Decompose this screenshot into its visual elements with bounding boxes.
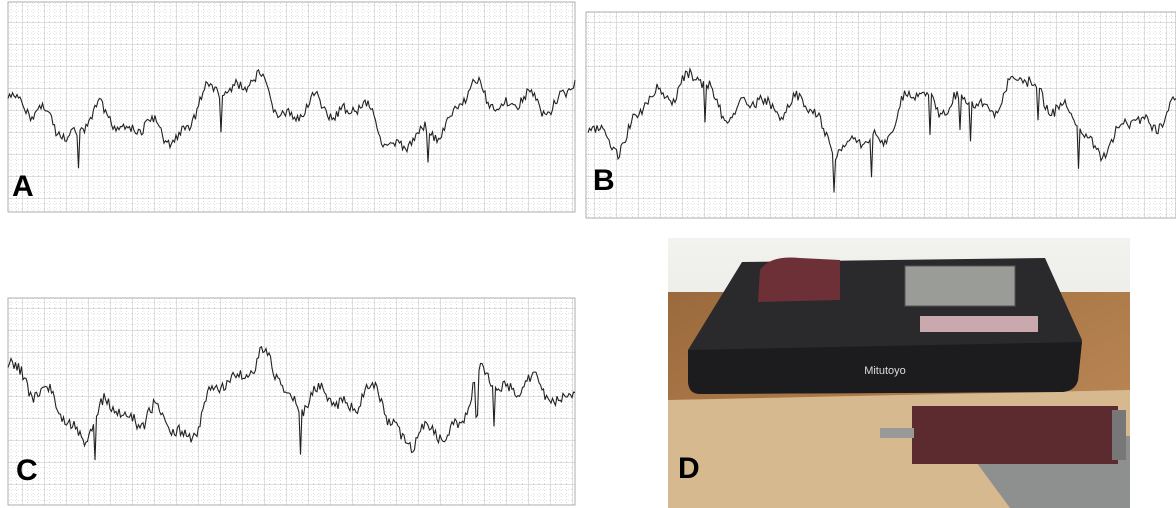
panel-label: A <box>12 170 34 203</box>
chart-paper <box>8 298 575 505</box>
panel-a: A <box>8 2 575 212</box>
figure: A B C Mitutoyo D <box>0 0 1176 508</box>
panel-label: D <box>678 452 700 485</box>
screen <box>905 266 1015 306</box>
probe-drive <box>912 406 1118 464</box>
panel-b: B <box>586 12 1176 218</box>
device-brand: Mitutoyo <box>864 365 906 377</box>
panel-c: C <box>8 298 575 505</box>
chart-paper <box>586 12 1176 218</box>
probe <box>880 428 914 438</box>
panel-label: B <box>593 164 615 197</box>
keypad <box>920 316 1038 332</box>
panel-label: C <box>16 454 38 487</box>
panel-d: Mitutoyo D <box>668 238 1130 508</box>
printer-cover <box>758 258 840 303</box>
probe-end <box>1112 410 1126 460</box>
